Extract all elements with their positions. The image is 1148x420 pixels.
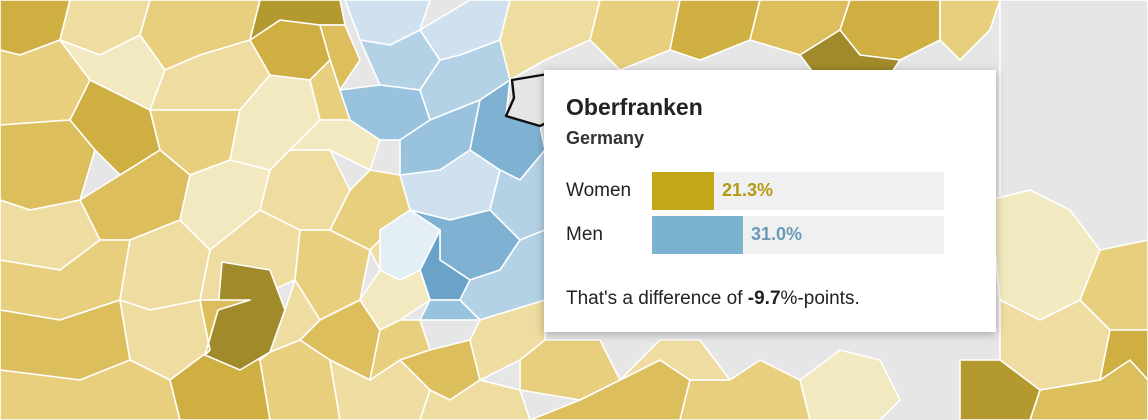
difference-value: -9.7 (747, 288, 781, 309)
difference-note: That's a difference of -9.7%-points. (566, 288, 860, 310)
map-region[interactable] (589, 0, 681, 71)
men-bar (652, 216, 743, 254)
map-region[interactable] (939, 0, 1001, 61)
region-tooltip: Oberfranken Germany Women 21.3% Men 31.0… (544, 70, 996, 332)
map-region[interactable] (959, 359, 1041, 420)
difference-suffix: %-points. (780, 288, 860, 309)
map-region[interactable] (499, 0, 601, 81)
tooltip-region-name: Oberfranken (566, 94, 703, 120)
women-bar-track: 21.3% (652, 172, 944, 210)
map-region[interactable] (199, 299, 251, 356)
women-value: 21.3% (722, 180, 774, 200)
women-row: Women 21.3% (566, 172, 946, 210)
map-region[interactable] (319, 24, 361, 91)
tooltip-country: Germany (566, 128, 645, 148)
men-bar-track: 31.0% (652, 216, 944, 254)
map-region[interactable] (419, 269, 481, 321)
map-region[interactable] (1099, 329, 1148, 381)
women-bar (652, 172, 714, 210)
men-value: 31.0% (751, 224, 803, 244)
map-region[interactable] (379, 209, 441, 281)
men-label: Men (566, 224, 603, 245)
difference-prefix: That's a difference of (566, 288, 748, 309)
map-region[interactable] (669, 0, 761, 61)
women-label: Women (566, 180, 632, 201)
men-row: Men 31.0% (566, 216, 946, 254)
map-region[interactable] (799, 349, 901, 420)
